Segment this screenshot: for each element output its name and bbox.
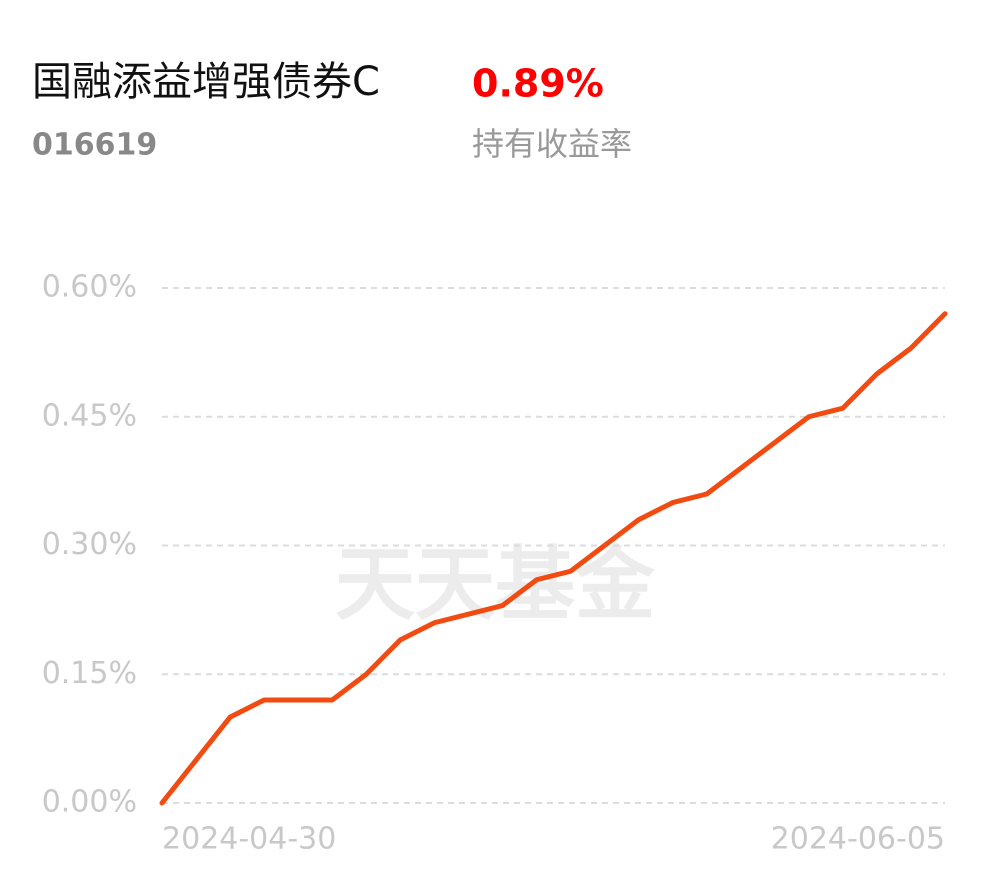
fund-code: 016619 [32,128,157,163]
y-tick-label: 0.30% [42,527,137,562]
return-label: 持有收益率 [472,125,632,163]
y-tick-label: 0.45% [42,398,137,433]
x-tick-label: 2024-04-30 [162,822,336,857]
y-tick-label: 0.00% [42,785,137,820]
y-tick-label: 0.15% [42,656,137,691]
line-series [159,311,948,806]
x-tick-label: 2024-06-05 [771,822,945,857]
fund-title: 国融添益增强债券C [32,59,380,105]
return-value: 0.89% [472,62,604,106]
watermark: 天天基金 [335,538,656,631]
y-tick-label: 0.60% [42,270,137,305]
